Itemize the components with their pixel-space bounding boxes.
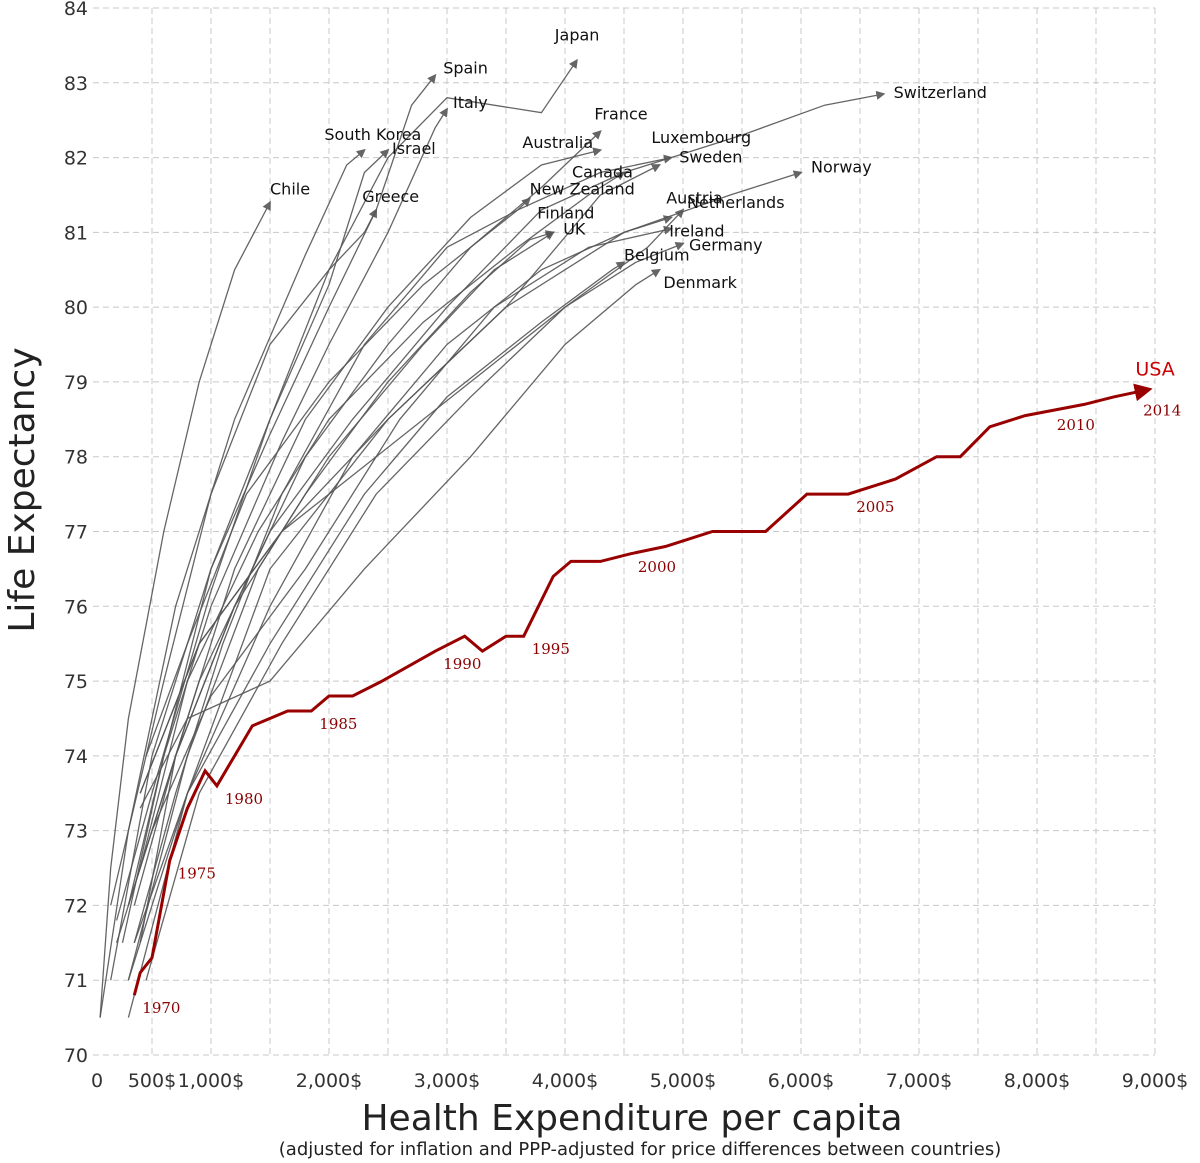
x-tick-500: 500$: [128, 1070, 176, 1092]
series-label-norway: Norway: [811, 158, 872, 177]
x-tick-6-000: 6,000$: [768, 1070, 834, 1092]
series-label-south-korea: South Korea: [324, 125, 421, 144]
series-label-usa: USA: [1135, 358, 1174, 380]
y-tick-76: 76: [64, 596, 88, 618]
y-axis-ticks: 70 71 72 73 74 75 76 77 78 79 80 81 82 83 84: [64, 0, 88, 1067]
y-tick-72: 72: [64, 895, 88, 917]
series-label-france: France: [594, 104, 647, 123]
x-tick-0: 0: [91, 1070, 103, 1092]
series-label-chile: Chile: [270, 179, 310, 198]
series-label-israel: Israel: [392, 139, 436, 158]
series-label-italy: Italy: [453, 93, 488, 112]
series-line-chile: [99, 200, 271, 1018]
x-tick-8-000: 8,000$: [1004, 1070, 1070, 1092]
usa-year-label-1970: 1970: [142, 999, 180, 1017]
series-line-israel: [110, 148, 390, 981]
y-tick-80: 80: [64, 297, 88, 319]
y-tick-75: 75: [64, 671, 88, 693]
y-tick-82: 82: [64, 148, 88, 170]
y-tick-70: 70: [64, 1045, 88, 1067]
series-label-belgium: Belgium: [624, 245, 690, 264]
y-tick-71: 71: [64, 970, 88, 992]
y-tick-74: 74: [64, 746, 88, 768]
series-label-luxembourg: Luxembourg: [651, 128, 751, 147]
series-label-germany: Germany: [689, 236, 763, 255]
series-label-denmark: Denmark: [663, 273, 737, 292]
series-label-japan: Japan: [554, 25, 600, 44]
y-tick-78: 78: [64, 447, 88, 469]
usa-year-label-1980: 1980: [225, 790, 263, 808]
x-axis-ticks: 0 500$ 1,000$ 2,000$ 3,000$ 4,000$ 5,000$ 6,000…: [91, 1070, 1188, 1092]
series-line-australia: [139, 147, 603, 943]
usa-year-label-1995: 1995: [532, 640, 570, 658]
usa-year-labels: 1970 1975 1980 1985 1990 1995 2000 2005 2010 2014: [142, 401, 1181, 1017]
series-line-italy: [121, 107, 448, 943]
y-tick-84: 84: [64, 0, 88, 20]
series-label-australia: Australia: [522, 133, 593, 152]
x-tick-7-000: 7,000$: [886, 1070, 952, 1092]
series-line-belgium: [133, 261, 626, 944]
series-label-netherlands: Netherlands: [687, 193, 785, 212]
series-lines: [99, 58, 1153, 1018]
series-line-denmark: [139, 268, 661, 809]
usa-year-label-2000: 2000: [638, 558, 676, 576]
series-label-uk: UK: [563, 219, 586, 238]
series-line-sweden: [145, 154, 673, 757]
series-line-austria: [127, 215, 673, 981]
usa-year-label-2005: 2005: [856, 498, 894, 516]
series-label-sweden: Sweden: [679, 148, 742, 167]
usa-year-label-1990: 1990: [443, 655, 481, 673]
y-tick-83: 83: [64, 73, 88, 95]
series-line-ireland: [115, 225, 673, 943]
series-line-usa: [132, 383, 1153, 996]
y-tick-81: 81: [64, 222, 88, 244]
usa-year-label-1975: 1975: [178, 865, 216, 883]
series-label-new-zealand: New Zealand: [530, 180, 635, 199]
series-label-spain: Spain: [443, 58, 488, 77]
x-tick-5-000: 5,000$: [650, 1070, 716, 1092]
series-line-finland: [127, 231, 555, 981]
x-axis-subtitle: (adjusted for inflation and PPP-adjusted…: [279, 1139, 1001, 1160]
y-axis-title: Life Expectancy: [2, 347, 43, 632]
series-label-switzerland: Switzerland: [894, 83, 987, 102]
series-line-new-zealand: [133, 197, 531, 943]
series-label-ireland: Ireland: [669, 222, 724, 241]
y-tick-77: 77: [64, 522, 88, 544]
x-tick-1-000: 1,000$: [178, 1070, 244, 1092]
y-tick-73: 73: [64, 821, 88, 843]
series-label-canada: Canada: [572, 163, 633, 182]
x-tick-9-000: 9,000$: [1122, 1070, 1188, 1092]
series-labels: Japan Spain Switzerland Italy AustraliaFranc…: [270, 25, 1175, 380]
series-label-finland: Finland: [537, 203, 594, 222]
x-tick-4-000: 4,000$: [532, 1070, 598, 1092]
usa-year-label-2014: 2014: [1143, 401, 1181, 419]
x-tick-3-000: 3,000$: [414, 1070, 480, 1092]
series-line-spain: [127, 73, 437, 906]
series-line-netherlands: [139, 208, 685, 794]
x-axis-title: Health Expenditure per capita: [361, 1098, 902, 1139]
series-line-uk: [127, 230, 555, 906]
x-tick-2-000: 2,000$: [296, 1070, 362, 1092]
usa-year-label-1985: 1985: [319, 715, 357, 733]
usa-year-label-2010: 2010: [1057, 416, 1095, 434]
y-tick-79: 79: [64, 372, 88, 394]
series-line-greece: [110, 208, 378, 906]
series-line-canada: [139, 171, 626, 869]
series-label-greece: Greece: [362, 187, 419, 206]
series-label-austria: Austria: [666, 188, 723, 207]
